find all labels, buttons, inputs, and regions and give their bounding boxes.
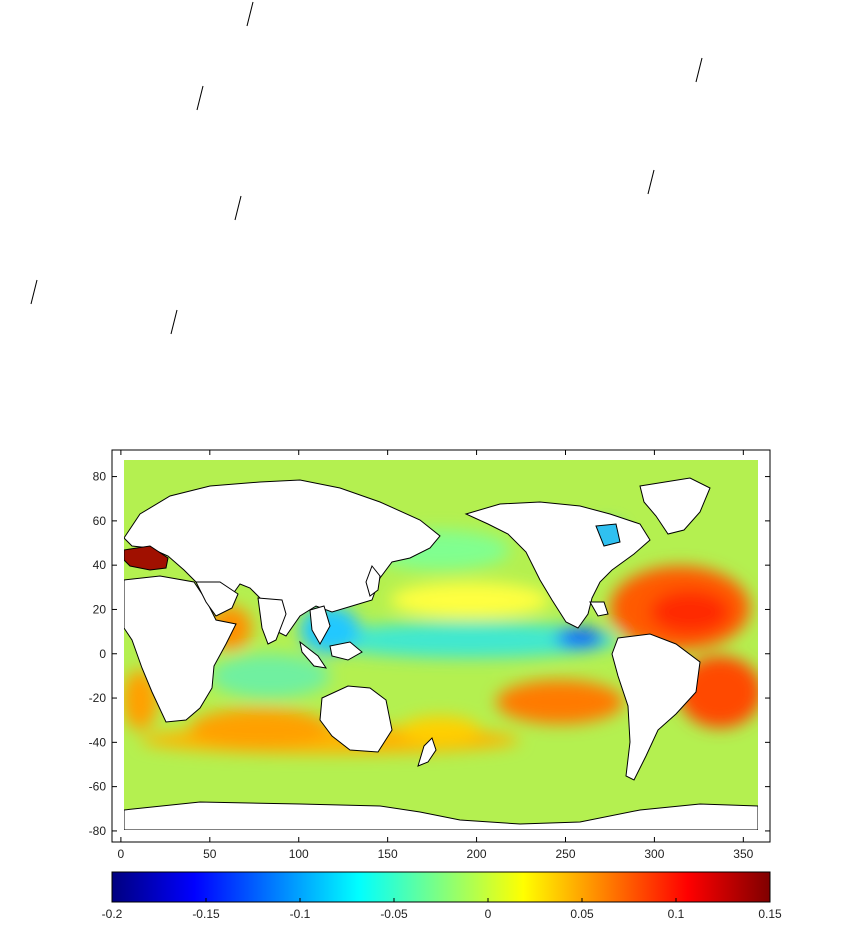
y-tick-label: 60 <box>93 514 107 528</box>
y-tick-label: 80 <box>93 470 107 484</box>
stray-mark <box>246 1 254 27</box>
land-australia <box>319 685 393 753</box>
world-map-figure: 0 50 100 150 200 250 300 350 806040200-20-40-60… <box>89 449 782 921</box>
colorbar-tick-label: -0.2 <box>102 907 123 921</box>
x-axis: 0 50 100 150 200 250 300 350 <box>118 450 754 861</box>
x-tick-label: 200 <box>467 847 487 861</box>
anomaly-south-pacific <box>496 680 624 724</box>
land-florida <box>589 601 609 617</box>
y-tick-label: -40 <box>89 735 107 749</box>
anomaly-indian-ocean <box>210 654 330 698</box>
stray-mark <box>170 309 178 335</box>
colorbar-tick-label: -0.15 <box>192 907 220 921</box>
stray-mark <box>647 169 655 195</box>
y-tick-label: 0 <box>99 647 106 661</box>
colorbar-tick-label: 0.1 <box>668 907 685 921</box>
y-axis: 80 60 40 20 0 -20 -40 -60 -80 <box>89 470 770 838</box>
anomaly-north-atlantic-core <box>650 590 730 634</box>
stray-mark <box>695 57 703 83</box>
anomaly-south-indian <box>190 708 330 748</box>
anomaly-tasman-sea <box>400 716 480 744</box>
x-tick-label: 100 <box>289 847 309 861</box>
land-antarctica <box>124 801 758 830</box>
anomaly-east-pacific-cold <box>556 628 604 648</box>
stray-mark <box>30 279 38 305</box>
x-tick-label: 150 <box>378 847 398 861</box>
x-tick-label: 250 <box>555 847 575 861</box>
map-field <box>124 460 758 830</box>
colorbar <box>111 871 771 903</box>
land-south-america <box>611 633 701 781</box>
land-mediterranean-region <box>124 545 169 571</box>
y-tick-label: 40 <box>93 558 107 572</box>
colorbar-tick-label: 0.15 <box>758 907 782 921</box>
land-sumatra <box>299 640 328 669</box>
land-hudson-bay-cut <box>595 523 621 547</box>
y-tick-label: -20 <box>89 691 107 705</box>
colorbar-tick-label: -0.1 <box>290 907 311 921</box>
y-tick-label: -80 <box>89 824 107 838</box>
stray-marks <box>30 1 703 335</box>
land-japan <box>365 565 381 597</box>
stray-mark <box>234 195 242 221</box>
land-greenland <box>639 477 711 535</box>
land-india <box>257 597 287 645</box>
colorbar-axis: -0.2 -0.15 -0.1 -0.05 0 0.05 0.1 0.15 <box>102 898 782 921</box>
anomaly-central-pacific <box>390 582 550 618</box>
x-tick-label: 350 <box>733 847 753 861</box>
x-tick-label: 50 <box>203 847 217 861</box>
land-indonesia-borneo <box>329 641 363 661</box>
anomaly-equatorial-pacific <box>320 622 620 658</box>
x-tick-label: 300 <box>644 847 664 861</box>
land-southeast-asia <box>309 605 331 646</box>
land-masses <box>124 477 758 830</box>
land-arabia <box>195 581 239 617</box>
colorbar-tick-label: 0 <box>485 907 492 921</box>
y-tick-label: -60 <box>89 780 107 794</box>
land-new-zealand <box>417 737 437 767</box>
colorbar-tick-label: 0.05 <box>570 907 594 921</box>
stray-mark <box>196 85 204 111</box>
colorbar-tick-label: -0.05 <box>380 907 408 921</box>
y-tick-label: 20 <box>93 602 107 616</box>
x-tick-label: 0 <box>118 847 125 861</box>
